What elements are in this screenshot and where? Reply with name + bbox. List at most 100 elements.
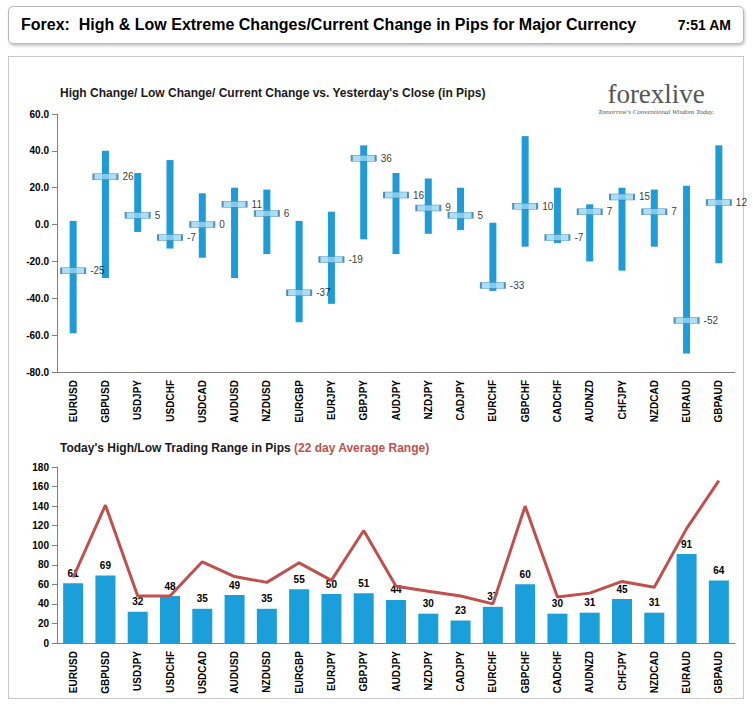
svg-text:23: 23 xyxy=(455,605,467,616)
svg-text:CADCHF: CADCHF xyxy=(552,380,563,422)
svg-text:GBPCHF: GBPCHF xyxy=(520,380,531,422)
svg-text:5: 5 xyxy=(478,210,484,221)
svg-text:EURUSD: EURUSD xyxy=(68,380,79,422)
svg-text:USDCHF: USDCHF xyxy=(165,651,176,693)
svg-text:45: 45 xyxy=(616,584,628,595)
svg-text:EURAUD: EURAUD xyxy=(681,380,692,423)
svg-text:30: 30 xyxy=(423,598,435,609)
svg-text:16: 16 xyxy=(413,190,425,201)
svg-text:EURGBP: EURGBP xyxy=(294,380,305,423)
svg-text:40: 40 xyxy=(38,598,50,609)
svg-text:120: 120 xyxy=(32,520,49,531)
svg-text:GBPUSD: GBPUSD xyxy=(100,380,111,423)
svg-text:7: 7 xyxy=(607,206,613,217)
svg-text:(22 day Average Range): (22 day Average Range) xyxy=(294,441,429,455)
svg-text:EURGBP: EURGBP xyxy=(294,651,305,694)
svg-text:20.0: 20.0 xyxy=(30,182,50,193)
svg-text:NZDUSD: NZDUSD xyxy=(261,380,272,422)
svg-text:AUDNZD: AUDNZD xyxy=(584,380,595,422)
svg-text:60: 60 xyxy=(38,579,50,590)
svg-text:30: 30 xyxy=(552,598,564,609)
svg-text:10: 10 xyxy=(542,201,554,212)
svg-text:CADJPY: CADJPY xyxy=(455,380,466,421)
svg-text:15: 15 xyxy=(639,191,651,202)
svg-text:-20.0: -20.0 xyxy=(26,256,49,267)
svg-text:0: 0 xyxy=(219,219,225,230)
svg-text:-33: -33 xyxy=(510,280,525,291)
svg-text:9: 9 xyxy=(445,202,451,213)
svg-text:6: 6 xyxy=(284,208,290,219)
svg-text:-7: -7 xyxy=(574,232,583,243)
svg-text:NZDJPY: NZDJPY xyxy=(423,380,434,420)
svg-text:AUDUSD: AUDUSD xyxy=(229,380,240,423)
svg-text:USDJPY: USDJPY xyxy=(132,651,143,691)
svg-text:AUDJPY: AUDJPY xyxy=(391,380,402,421)
svg-text:40.0: 40.0 xyxy=(30,145,50,156)
svg-text:GBPCHF: GBPCHF xyxy=(520,651,531,693)
svg-text:EURCHF: EURCHF xyxy=(487,380,498,422)
svg-text:USDCHF: USDCHF xyxy=(165,380,176,422)
svg-text:35: 35 xyxy=(261,593,273,604)
svg-text:60: 60 xyxy=(520,569,532,580)
svg-text:GBPJPY: GBPJPY xyxy=(358,380,369,421)
svg-text:31: 31 xyxy=(649,597,661,608)
svg-text:EURAUD: EURAUD xyxy=(681,651,692,694)
svg-text:EURCHF: EURCHF xyxy=(487,651,498,693)
svg-text:-80.0: -80.0 xyxy=(26,367,49,378)
svg-text:-7: -7 xyxy=(187,232,196,243)
svg-text:USDJPY: USDJPY xyxy=(132,380,143,420)
svg-text:0: 0 xyxy=(43,638,49,649)
svg-text:CHFJPY: CHFJPY xyxy=(617,380,628,420)
svg-text:64: 64 xyxy=(713,565,725,576)
svg-text:80: 80 xyxy=(38,559,50,570)
svg-text:NZDJPY: NZDJPY xyxy=(423,651,434,691)
svg-text:GBPUSD: GBPUSD xyxy=(100,651,111,694)
svg-text:High Change/ Low Change/ Curre: High Change/ Low Change/ Current Change … xyxy=(60,86,485,100)
svg-text:26: 26 xyxy=(122,171,134,182)
svg-text:NZDCAD: NZDCAD xyxy=(649,651,660,693)
svg-text:AUDJPY: AUDJPY xyxy=(391,651,402,692)
svg-text:31: 31 xyxy=(584,597,596,608)
svg-text:49: 49 xyxy=(229,580,241,591)
svg-text:USDCAD: USDCAD xyxy=(197,380,208,423)
svg-text:USDCAD: USDCAD xyxy=(197,651,208,694)
svg-text:100: 100 xyxy=(32,540,49,551)
svg-text:-37: -37 xyxy=(316,287,331,298)
svg-text:7: 7 xyxy=(671,206,677,217)
svg-text:NZDUSD: NZDUSD xyxy=(261,651,272,693)
svg-text:32: 32 xyxy=(132,596,144,607)
svg-text:-52: -52 xyxy=(704,315,719,326)
svg-text:EURJPY: EURJPY xyxy=(326,380,337,420)
svg-text:20: 20 xyxy=(38,618,50,629)
svg-text:160: 160 xyxy=(32,481,49,492)
svg-text:NZDCAD: NZDCAD xyxy=(649,380,660,422)
svg-text:140: 140 xyxy=(32,501,49,512)
svg-text:69: 69 xyxy=(100,560,112,571)
svg-text:0.0: 0.0 xyxy=(35,219,49,230)
svg-text:91: 91 xyxy=(681,539,693,550)
svg-text:11: 11 xyxy=(252,199,263,210)
svg-text:-60.0: -60.0 xyxy=(26,330,49,341)
svg-text:51: 51 xyxy=(358,578,370,589)
svg-text:GBPJPY: GBPJPY xyxy=(358,651,369,692)
svg-text:CADCHF: CADCHF xyxy=(552,651,563,693)
svg-text:AUDUSD: AUDUSD xyxy=(229,651,240,694)
svg-text:55: 55 xyxy=(294,574,306,585)
svg-text:Today's High/Low Trading Range: Today's High/Low Trading Range in Pips xyxy=(60,441,291,455)
svg-text:60.0: 60.0 xyxy=(30,109,50,120)
svg-text:GBPAUD: GBPAUD xyxy=(713,380,724,423)
svg-text:CHFJPY: CHFJPY xyxy=(617,651,628,691)
svg-text:-25: -25 xyxy=(90,265,105,276)
svg-text:CADJPY: CADJPY xyxy=(455,651,466,692)
svg-text:-40.0: -40.0 xyxy=(26,293,49,304)
svg-text:GBPAUD: GBPAUD xyxy=(713,651,724,694)
svg-text:180: 180 xyxy=(32,462,49,473)
svg-text:12: 12 xyxy=(736,197,748,208)
svg-text:35: 35 xyxy=(197,593,209,604)
svg-text:36: 36 xyxy=(381,153,393,164)
svg-text:-19: -19 xyxy=(348,254,363,265)
svg-text:5: 5 xyxy=(155,210,161,221)
svg-text:EURJPY: EURJPY xyxy=(326,651,337,691)
svg-text:EURUSD: EURUSD xyxy=(68,651,79,693)
svg-text:AUDNZD: AUDNZD xyxy=(584,651,595,693)
